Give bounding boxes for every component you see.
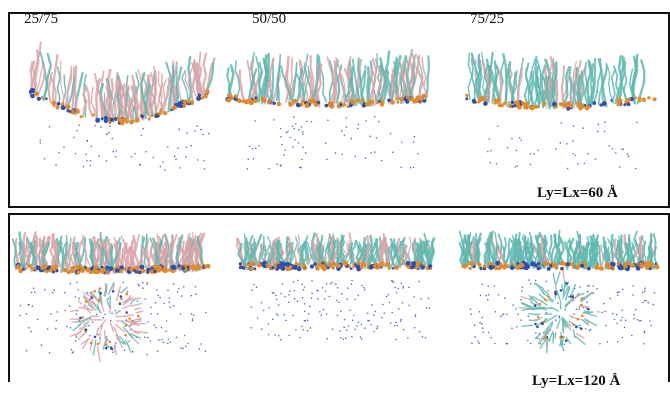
snapshot-top-25-75 (28, 41, 216, 126)
water-top-25-75 (39, 124, 210, 171)
ratio-label-75-25: 75/25 (470, 11, 505, 27)
snapshot-bottom-50-50 (236, 232, 436, 272)
snapshot-top-75-25 (465, 51, 657, 111)
snapshot-top-50-50 (225, 49, 430, 109)
water-bottom-75-25 (469, 279, 656, 346)
water-top-75-25 (487, 121, 638, 170)
top-panel-60A (8, 12, 670, 208)
micelle-bottom-75-25 (518, 270, 598, 354)
water-top-50-50 (246, 115, 419, 170)
snapshot-bottom-25-75 (11, 231, 211, 275)
ratio-label-50-50: 50/50 (252, 11, 287, 27)
micelle-bottom-25-75 (69, 281, 149, 362)
box-size-label-60A: Ly=Lx=60 Å (537, 185, 618, 201)
water-bottom-50-50 (250, 279, 431, 341)
bottom-panel-120A (8, 213, 670, 382)
box-size-label-120A: Ly=Lx=120 Å (532, 373, 621, 389)
ratio-label-25-75: 25/75 (24, 11, 59, 27)
snapshot-bottom-75-25 (458, 229, 660, 272)
